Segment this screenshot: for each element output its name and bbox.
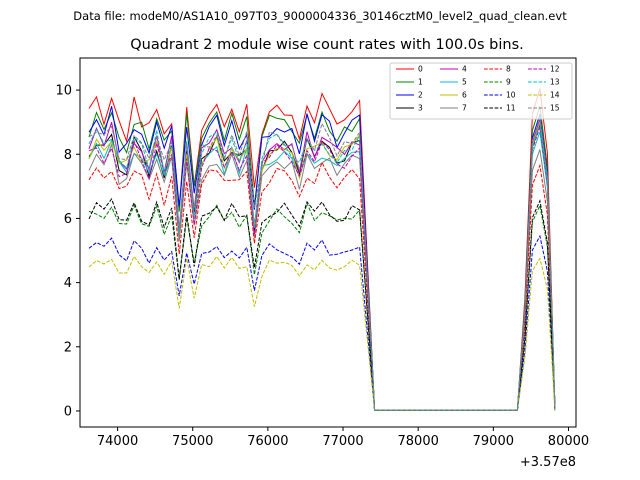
series-line-12 — [88, 126, 556, 411]
legend-label: 8 — [506, 65, 511, 74]
series-line-11 — [88, 197, 556, 411]
x-tick-label: 78000 — [398, 434, 439, 449]
y-tick-label: 10 — [55, 84, 72, 99]
legend-box — [389, 62, 573, 120]
x-tick-label: 77000 — [322, 434, 363, 449]
y-tick-label: 2 — [64, 340, 72, 355]
legend-label: 10 — [506, 91, 516, 100]
x-tick-label: 80000 — [548, 434, 589, 449]
legend-label: 3 — [418, 104, 423, 113]
axes-layer: 74000 75000 76000 77000 78000 79000 80000 0 2 4 6 8… — [55, 84, 589, 449]
legend-label: 4 — [462, 65, 467, 74]
x-tick-label: 76000 — [247, 434, 288, 449]
legend-label: 1 — [418, 78, 423, 87]
plot-frame — [79, 57, 577, 428]
series-line-1 — [88, 105, 556, 411]
series-line-14 — [88, 255, 556, 411]
series-line-5 — [88, 131, 556, 411]
y-tick-label: 6 — [64, 212, 72, 227]
legend-label: 7 — [462, 104, 467, 113]
chart-suptitle: Data file: modeM0/AS1A10_097T03_90000043… — [73, 9, 567, 23]
x-tick-label: 75000 — [172, 434, 213, 449]
series-line-13 — [88, 123, 556, 411]
series-line-10 — [88, 234, 556, 411]
legend-label: 9 — [506, 78, 511, 87]
legend-label: 2 — [418, 91, 423, 100]
x-tick-label: 74000 — [97, 434, 138, 449]
series-line-15 — [88, 117, 556, 411]
legend-label: 0 — [418, 65, 423, 74]
series-line-0 — [88, 88, 556, 411]
y-tick-label: 0 — [64, 404, 72, 419]
x-tick-label: 79000 — [473, 434, 514, 449]
y-tick-label: 8 — [64, 148, 72, 163]
series-layer — [88, 88, 556, 411]
legend-label: 11 — [506, 104, 516, 113]
series-line-9 — [88, 201, 556, 411]
legend-label: 12 — [550, 65, 560, 74]
legend-label: 5 — [462, 78, 467, 87]
legend-label: 13 — [550, 78, 560, 87]
legend-label: 15 — [550, 104, 560, 113]
x-offset-label: +3.57e8 — [520, 455, 576, 470]
series-line-8 — [88, 161, 556, 411]
chart-title: Quadrant 2 module wise count rates with … — [130, 37, 524, 53]
legend-label: 14 — [550, 91, 560, 100]
legend-label: 6 — [462, 91, 467, 100]
y-tick-label: 4 — [64, 276, 72, 291]
